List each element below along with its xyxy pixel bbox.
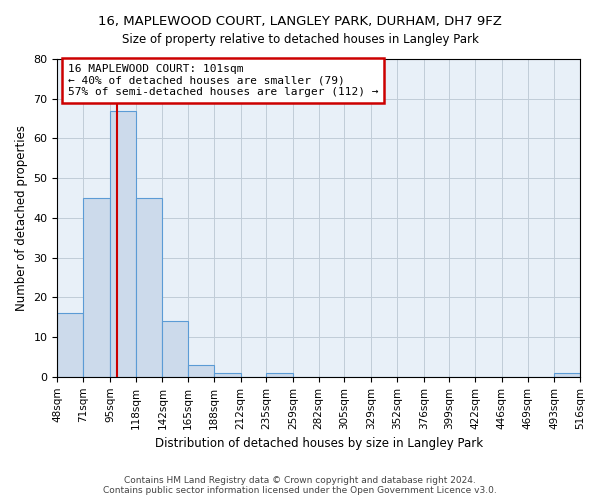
X-axis label: Distribution of detached houses by size in Langley Park: Distribution of detached houses by size … — [155, 437, 483, 450]
Bar — [554, 373, 580, 377]
Bar — [188, 365, 214, 377]
Bar — [266, 373, 293, 377]
Bar — [163, 321, 188, 377]
Bar — [110, 110, 136, 377]
Text: Contains HM Land Registry data © Crown copyright and database right 2024.
Contai: Contains HM Land Registry data © Crown c… — [103, 476, 497, 495]
Text: 16 MAPLEWOOD COURT: 101sqm
← 40% of detached houses are smaller (79)
57% of semi: 16 MAPLEWOOD COURT: 101sqm ← 40% of deta… — [68, 64, 379, 97]
Bar — [214, 373, 241, 377]
Y-axis label: Number of detached properties: Number of detached properties — [15, 125, 28, 311]
Text: 16, MAPLEWOOD COURT, LANGLEY PARK, DURHAM, DH7 9FZ: 16, MAPLEWOOD COURT, LANGLEY PARK, DURHA… — [98, 15, 502, 28]
Bar — [83, 198, 110, 377]
Bar — [136, 198, 163, 377]
Bar — [58, 314, 83, 377]
Text: Size of property relative to detached houses in Langley Park: Size of property relative to detached ho… — [122, 32, 478, 46]
